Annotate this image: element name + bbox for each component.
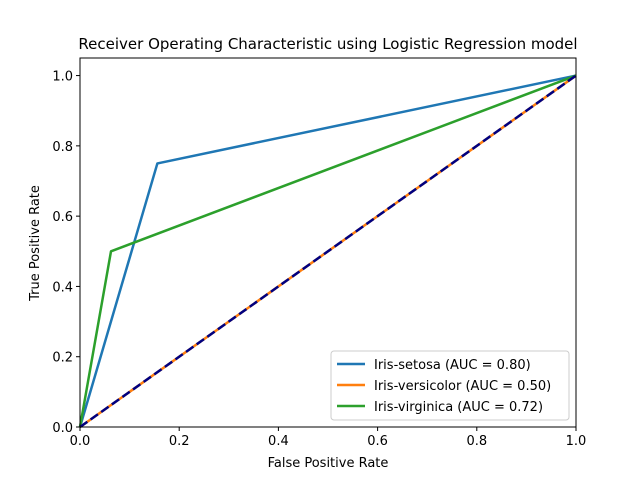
legend-box [330, 350, 570, 421]
axes: 0.0 0.2 0.4 0.6 0.8 1.0 0.0 0.2 0.4 0.6 0.8 1.0 [52, 57, 587, 449]
reference-diagonal-line [79, 74, 577, 429]
legend: Iris-setosa (AUC = 0.80) Iris-versicolor … [330, 350, 570, 421]
x-tick-label: 1.0 [566, 434, 587, 449]
plot-frame [79, 57, 577, 428]
y-tick-label: 0.4 [52, 280, 73, 295]
x-axis-label: False Positive Rate [268, 456, 389, 471]
plot-lines [78, 74, 577, 429]
x-tick-label: 0.6 [367, 434, 388, 449]
legend-label-iris-virginica: Iris-virginica (AUC = 0.72) [374, 400, 543, 415]
series-line-iris-setosa [78, 74, 577, 428]
y-tick-label: 0.6 [52, 210, 73, 225]
legend-label-iris-versicolor: Iris-versicolor (AUC = 0.50) [374, 379, 551, 394]
y-tick-label: 0.2 [52, 351, 73, 366]
y-tick-label: 0.8 [52, 140, 73, 155]
x-tick-label: 0.8 [466, 434, 487, 449]
y-tick-label: 0.0 [52, 421, 73, 436]
y-axis-label: True Positive Rate [28, 185, 43, 302]
x-tick-label: 0.4 [268, 434, 289, 449]
series-line-iris-virginica [78, 74, 577, 428]
x-tick-label: 0.2 [169, 434, 190, 449]
y-tick-label: 1.0 [52, 70, 73, 85]
chart-title: Receiver Operating Characteristic using … [78, 35, 577, 53]
legend-label-iris-setosa: Iris-setosa (AUC = 0.80) [374, 358, 531, 373]
x-tick-label: 0.0 [70, 434, 91, 449]
